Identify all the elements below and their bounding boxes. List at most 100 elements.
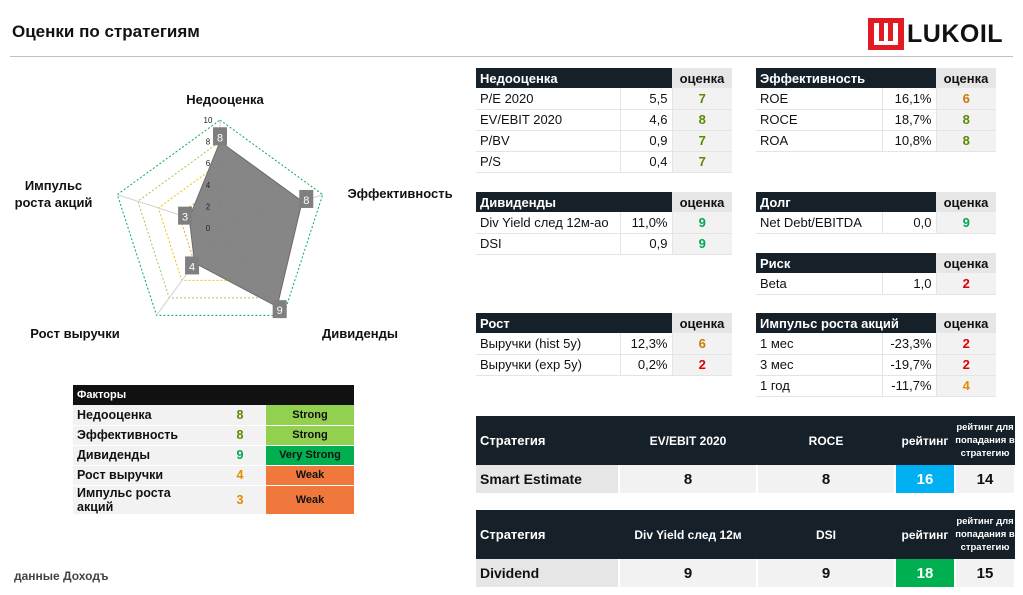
metric-name: ROE bbox=[756, 88, 882, 110]
factors-table: Факторы Недооценка 8 Strong Эффективность 8… bbox=[73, 385, 354, 515]
table-row: 1 мес -23,3% 2 bbox=[756, 333, 997, 355]
score-header: оценка bbox=[672, 192, 732, 212]
metric-name: Net Debt/EBITDA bbox=[756, 212, 882, 234]
metric-name: ROCE bbox=[756, 109, 882, 131]
radar-axis-label: Рост выручки bbox=[30, 326, 120, 341]
metric-value: 1,0 bbox=[881, 273, 936, 295]
valuation-table: Недооценка оценка P/E 2020 5,5 7 EV/EBIT 20… bbox=[476, 68, 732, 173]
factor-name: Импульс роста акций bbox=[73, 485, 214, 515]
score-header: оценка bbox=[936, 192, 996, 212]
momentum-table: Импульс роста акций оценка 1 мес -23,3% 2 3… bbox=[756, 313, 997, 397]
score-header: оценка bbox=[936, 68, 996, 88]
radar-chart: 10 8 6 4 2 0 8 8 9 4 3 Недооценка Эффективность Ди… bbox=[0, 60, 470, 370]
dividends-table: Дивиденды оценка Div Yield след 12м-ао 11,… bbox=[476, 192, 732, 255]
table-title: Эффективность bbox=[756, 68, 936, 88]
metric1-score: 9 bbox=[619, 559, 758, 587]
metric-value: 10,8% bbox=[881, 130, 936, 152]
metric-value: 0,9 bbox=[619, 130, 672, 152]
metric-value: 16,1% bbox=[881, 88, 936, 110]
factor-score: 8 bbox=[214, 425, 266, 446]
metric-value: 0,0 bbox=[881, 212, 936, 234]
factor-row: Импульс роста акций 3 Weak bbox=[73, 485, 354, 515]
debt-table: Долг оценка Net Debt/EBITDA 0,0 9 bbox=[756, 192, 996, 234]
factor-name: Эффективность bbox=[73, 425, 214, 446]
rating-value: 16 bbox=[895, 465, 956, 493]
factor-score: 8 bbox=[214, 405, 266, 426]
rating-header: рейтинг bbox=[895, 416, 955, 465]
table-row: Div Yield след 12м-ао 11,0% 9 bbox=[476, 212, 732, 234]
metric-score: 8 bbox=[935, 109, 996, 131]
metric-name: Выручки (exp 5y) bbox=[476, 354, 620, 376]
radar-value-badge bbox=[272, 300, 287, 319]
metric1-score: 8 bbox=[619, 465, 758, 493]
metric-name: 1 мес bbox=[756, 333, 882, 355]
metric2-score: 9 bbox=[757, 559, 896, 587]
metric-name: Выручки (hist 5y) bbox=[476, 333, 620, 355]
table-row: Выручки (exp 5y) 0,2% 2 bbox=[476, 354, 732, 376]
radar-value-label: 4 bbox=[189, 261, 195, 273]
metric-score: 9 bbox=[671, 212, 732, 234]
metric-name: Div Yield след 12м-ао bbox=[476, 212, 620, 234]
table-title: Недооценка bbox=[476, 68, 672, 88]
metric-value: -23,3% bbox=[881, 333, 937, 355]
radar-axis-label: Недооценка bbox=[186, 92, 264, 107]
radar-tick-label: 2 bbox=[206, 202, 211, 211]
metric-score: 4 bbox=[935, 375, 997, 397]
strategy-row: Smart Estimate 8 8 16 14 bbox=[476, 465, 1016, 493]
strategy-name: Smart Estimate bbox=[476, 465, 620, 493]
metric-name: 3 мес bbox=[756, 354, 882, 376]
metric2-header: DSI bbox=[757, 510, 895, 559]
radar-value-label: 3 bbox=[182, 212, 188, 224]
metric-score: 2 bbox=[935, 273, 996, 295]
factor-row: Рост выручки 4 Weak bbox=[73, 465, 354, 486]
table-title: Импульс роста акций bbox=[756, 313, 937, 333]
radar-tick-label: 6 bbox=[206, 159, 211, 168]
metric-name: Beta bbox=[756, 273, 882, 295]
metric-score: 8 bbox=[935, 130, 996, 152]
radar-tick-label: 8 bbox=[206, 138, 211, 147]
table-row: ROCE 18,7% 8 bbox=[756, 109, 996, 131]
strategy-header: Стратегия bbox=[476, 416, 619, 465]
radar-tick-label: 10 bbox=[204, 116, 213, 125]
metric-name: 1 год bbox=[756, 375, 882, 397]
table-row: Net Debt/EBITDA 0,0 9 bbox=[756, 212, 996, 234]
metric2-score: 8 bbox=[757, 465, 896, 493]
metric-value: 11,0% bbox=[619, 212, 672, 234]
metric-value: 12,3% bbox=[619, 333, 672, 355]
radar-value-badge bbox=[299, 189, 314, 208]
radar-value-badge bbox=[178, 206, 193, 225]
metric-score: 7 bbox=[671, 88, 732, 110]
metric-name: ROA bbox=[756, 130, 882, 152]
threshold-header: рейтинг для попадания в стратегию bbox=[955, 416, 1015, 465]
strategy-header: Стратегия bbox=[476, 510, 619, 559]
threshold-value: 15 bbox=[955, 559, 1016, 587]
table-row: Beta 1,0 2 bbox=[756, 273, 996, 295]
metric-value: 0,2% bbox=[619, 354, 672, 376]
metric-value: 0,9 bbox=[619, 233, 672, 255]
metric-value: 5,5 bbox=[619, 88, 672, 110]
radar-axis-label: Дивиденды bbox=[322, 326, 398, 341]
metric-score: 7 bbox=[671, 130, 732, 152]
table-row: EV/EBIT 2020 4,6 8 bbox=[476, 109, 732, 131]
metric-score: 7 bbox=[671, 151, 732, 173]
factor-name: Рост выручки bbox=[73, 465, 214, 486]
radar-value-badge bbox=[185, 256, 200, 275]
factor-row: Эффективность 8 Strong bbox=[73, 425, 354, 446]
radar-value-label: 8 bbox=[303, 195, 309, 207]
factor-name: Дивиденды bbox=[73, 445, 214, 466]
radar-value-label: 9 bbox=[277, 305, 283, 317]
table-row: ROE 16,1% 6 bbox=[756, 88, 996, 110]
radar-data-area bbox=[188, 140, 303, 308]
score-header: оценка bbox=[672, 68, 732, 88]
strategy-row: Dividend 9 9 18 15 bbox=[476, 559, 1016, 587]
title-divider bbox=[10, 56, 1013, 57]
metric-value: -19,7% bbox=[881, 354, 937, 376]
lukoil-logo: LUKOIL bbox=[868, 18, 1003, 50]
radar-tick-label: 0 bbox=[206, 224, 211, 233]
growth-table: Рост оценка Выручки (hist 5y) 12,3% 6 Выруч… bbox=[476, 313, 732, 376]
metric-name: P/S bbox=[476, 151, 620, 173]
factor-row: Недооценка 8 Strong bbox=[73, 405, 354, 426]
lukoil-emblem-icon bbox=[868, 18, 904, 50]
table-row: 3 мес -19,7% 2 bbox=[756, 354, 997, 376]
